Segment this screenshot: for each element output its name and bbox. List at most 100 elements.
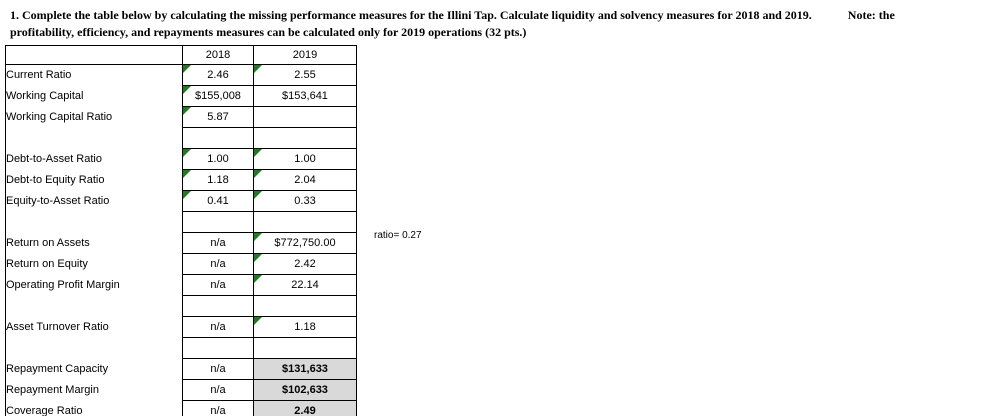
row-label-cell[interactable]: Debt-to Equity Ratio	[5, 169, 183, 191]
value-cell-2018[interactable]: 1.00	[182, 148, 254, 170]
table-row: Coverage Ratio n/a 2.49	[5, 400, 357, 416]
value-cell-2019[interactable]: 2.49	[253, 400, 357, 416]
row-label-cell[interactable]: Current Ratio	[5, 64, 183, 86]
value-cell-2018[interactable]: n/a	[182, 316, 254, 338]
row-label-cell[interactable]: Equity-to-Asset Ratio	[5, 190, 183, 212]
value-cell-2018[interactable]	[182, 295, 254, 317]
col-header-2019[interactable]: 2019	[253, 45, 357, 65]
value-cell-2019[interactable]: $772,750.00	[253, 232, 357, 254]
title-main-text: 1. Complete the table below by calculati…	[10, 8, 812, 22]
spacer-row	[5, 337, 357, 359]
row-label-cell[interactable]	[5, 337, 183, 359]
value-cell-2018[interactable]: n/a	[182, 358, 254, 380]
cell-value: 0.41	[207, 195, 229, 207]
cell-value: $131,633	[282, 363, 328, 375]
table-row: Repayment Margin n/a $102,633	[5, 379, 357, 401]
cell-value: $155,008	[195, 90, 241, 102]
value-cell-2018[interactable]	[182, 127, 254, 149]
value-cell-2018[interactable]: 0.41	[182, 190, 254, 212]
table-row: Repayment Capacity n/a $131,633	[5, 358, 357, 380]
value-cell-2018[interactable]: 2.46	[182, 64, 254, 86]
value-cell-2019[interactable]	[253, 211, 357, 233]
question-title-line2: profitability, efficiency, and repayment…	[10, 24, 527, 39]
row-label-cell[interactable]	[5, 295, 183, 317]
cell-error-marker-icon	[183, 65, 191, 73]
value-cell-2019[interactable]: 22.14	[253, 274, 357, 296]
cell-error-marker-icon	[254, 233, 262, 241]
value-cell-2018[interactable]	[182, 337, 254, 359]
cell-value: $102,633	[282, 384, 328, 396]
cell-error-marker-icon	[183, 86, 191, 94]
value-cell-2019[interactable]: 0.33	[253, 190, 357, 212]
value-cell-2019[interactable]: 2.55	[253, 64, 357, 86]
row-label-cell[interactable]: Repayment Capacity	[5, 358, 183, 380]
spacer-row	[5, 295, 357, 317]
row-label-cell[interactable]: Debt-to-Asset Ratio	[5, 148, 183, 170]
value-cell-2019[interactable]: $153,641	[253, 85, 357, 107]
cell-error-marker-icon	[254, 254, 262, 262]
spacer-row	[5, 211, 357, 233]
value-cell-2018[interactable]: n/a	[182, 274, 254, 296]
value-cell-2019[interactable]: $102,633	[253, 379, 357, 401]
value-cell-2018[interactable]	[182, 211, 254, 233]
row-label-cell[interactable]: Repayment Margin	[5, 379, 183, 401]
value-cell-2019[interactable]: 2.04	[253, 169, 357, 191]
row-label-cell[interactable]	[5, 127, 183, 149]
row-label-cell[interactable]: Asset Turnover Ratio	[5, 316, 183, 338]
value-cell-2019[interactable]: $131,633	[253, 358, 357, 380]
row-label-cell[interactable]: Operating Profit Margin	[5, 274, 183, 296]
row-label-cell[interactable]: Return on Assets	[5, 232, 183, 254]
cell-error-marker-icon	[254, 149, 262, 157]
cell-value: n/a	[210, 384, 226, 396]
cell-error-marker-icon	[254, 317, 262, 325]
value-cell-2019[interactable]	[253, 106, 357, 128]
cell-error-marker-icon	[183, 191, 191, 199]
value-cell-2018[interactable]: 5.87	[182, 106, 254, 128]
value-cell-2018[interactable]: n/a	[182, 379, 254, 401]
question-title-line1: 1. Complete the table below by calculati…	[10, 7, 980, 24]
value-cell-2018[interactable]: n/a	[182, 400, 254, 416]
table-row: Working Capital $155,008 $153,641	[5, 85, 357, 107]
value-cell-2019[interactable]	[253, 337, 357, 359]
cell-value: 5.87	[207, 111, 229, 123]
row-label-cell[interactable]: Working Capital	[5, 85, 183, 107]
cell-error-marker-icon	[254, 275, 262, 283]
cell-value: n/a	[210, 258, 226, 270]
cell-value: $772,750.00	[274, 237, 336, 249]
ratio-annotation[interactable]: ratio= 0.27	[374, 230, 422, 241]
value-cell-2018[interactable]: n/a	[182, 232, 254, 254]
table-row: Return on Assets n/a $772,750.00	[5, 232, 357, 254]
row-label-cell[interactable]: Return on Equity	[5, 253, 183, 275]
row-label-cell[interactable]: Working Capital Ratio	[5, 106, 183, 128]
value-cell-2019[interactable]: 1.18	[253, 316, 357, 338]
value-cell-2019[interactable]	[253, 295, 357, 317]
cell-value: n/a	[210, 279, 226, 291]
table-row: Current Ratio 2.46 2.55	[5, 64, 357, 86]
cell-error-marker-icon	[183, 107, 191, 115]
table-row: Equity-to-Asset Ratio 0.41 0.33	[5, 190, 357, 212]
cell-value: 1.18	[207, 174, 229, 186]
table-row: Debt-to Equity Ratio 1.18 2.04	[5, 169, 357, 191]
cell-value: 1.18	[294, 321, 316, 333]
cell-value: 2.42	[294, 258, 316, 270]
value-cell-2018[interactable]: $155,008	[182, 85, 254, 107]
col-header-2018[interactable]: 2018	[182, 45, 254, 65]
value-cell-2019[interactable]: 1.00	[253, 148, 357, 170]
cell-value: $153,641	[282, 90, 328, 102]
value-cell-2018[interactable]: n/a	[182, 253, 254, 275]
header-row: 2018 2019	[5, 45, 357, 65]
cell-error-marker-icon	[254, 191, 262, 199]
value-cell-2019[interactable]	[253, 127, 357, 149]
cell-error-marker-icon	[183, 170, 191, 178]
cell-error-marker-icon	[254, 170, 262, 178]
corner-header-cell[interactable]	[5, 45, 183, 65]
cell-value: n/a	[210, 405, 226, 416]
cell-error-marker-icon	[183, 149, 191, 157]
value-cell-2018[interactable]: 1.18	[182, 169, 254, 191]
spacer-row	[5, 127, 357, 149]
cell-value: 0.33	[294, 195, 316, 207]
value-cell-2019[interactable]: 2.42	[253, 253, 357, 275]
performance-measures-table: 2018 2019 Current Ratio 2.46 2.55 Working C…	[5, 45, 357, 416]
row-label-cell[interactable]: Coverage Ratio	[5, 400, 183, 416]
row-label-cell[interactable]	[5, 211, 183, 233]
